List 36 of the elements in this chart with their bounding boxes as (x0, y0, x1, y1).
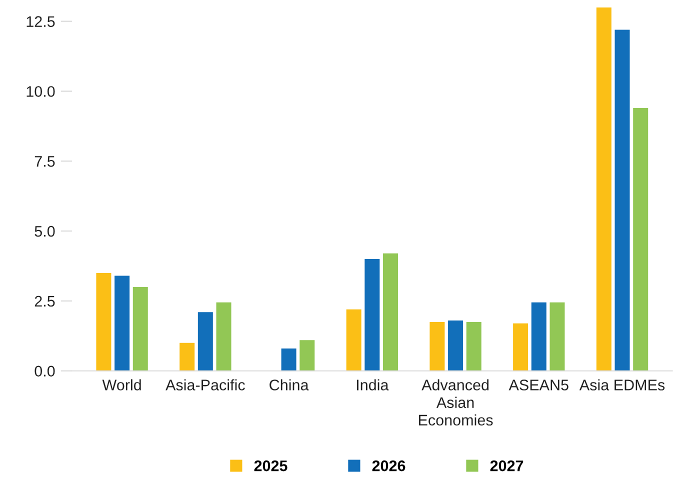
bar (300, 340, 315, 371)
bar (382, 253, 398, 371)
legend-label: 2025 (254, 460, 288, 472)
bar (466, 322, 482, 371)
bar (346, 309, 362, 371)
bar (364, 259, 380, 371)
bar (596, 7, 612, 371)
bar (633, 108, 648, 371)
bar (180, 342, 195, 371)
x-tick-label: Advanced Asian Economies (418, 379, 493, 426)
bar (430, 322, 445, 371)
legend-label: 2027 (490, 460, 524, 472)
y-tick-label: 10.0 (26, 86, 55, 97)
bar (513, 323, 528, 371)
x-tick-label: India (357, 379, 389, 390)
x-tick-label: World (102, 379, 141, 390)
x-tick-label: Asia EDMEs (579, 379, 665, 390)
bar (96, 273, 112, 371)
x-tick-label: Asia-Pacific (166, 379, 245, 390)
y-tick-label: 0.0 (34, 366, 55, 377)
bar (614, 30, 630, 371)
x-tick-label: ASEAN5 (508, 380, 568, 390)
y-tick-label: 2.5 (34, 296, 55, 307)
legend-label: 2026 (372, 460, 406, 472)
bar (281, 348, 296, 371)
bar (132, 286, 148, 371)
y-tick-label: 7.5 (34, 156, 55, 167)
y-tick-label: 5.0 (34, 226, 55, 237)
x-tick-label: China (270, 379, 309, 390)
y-tick-label: 12.5 (26, 16, 55, 27)
bar (216, 302, 232, 371)
bar (114, 276, 130, 371)
bar (531, 302, 546, 371)
bar (448, 320, 464, 371)
bar (198, 312, 213, 371)
bar (550, 302, 565, 371)
